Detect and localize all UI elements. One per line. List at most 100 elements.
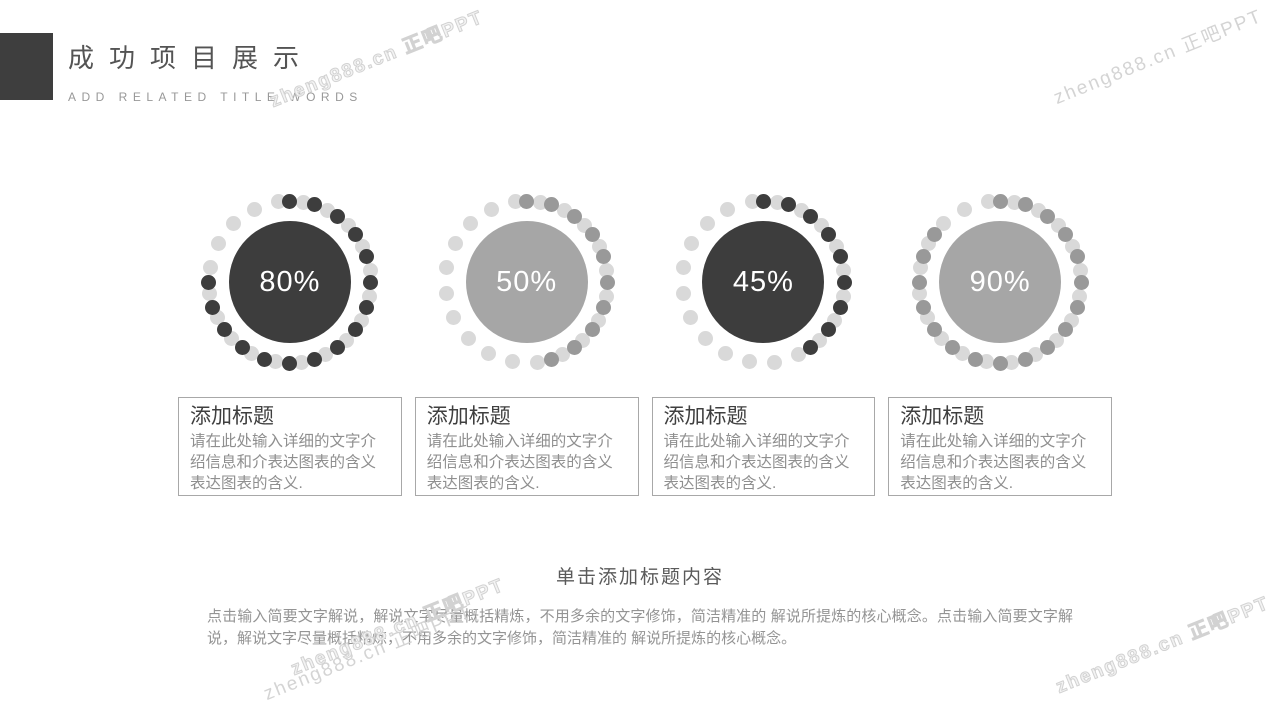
ring-dot bbox=[1017, 351, 1033, 367]
ring-dot bbox=[683, 310, 699, 325]
card-body: 请在此处输入详细的文字介绍信息和介表达图表的含义表达图表的含义. bbox=[190, 433, 377, 492]
percent-circle: 80% bbox=[228, 221, 351, 343]
stat-column: 80% 添加标题 请在此处输入详细的文字介绍信息和介表达图表的含义表达图表的含义… bbox=[178, 192, 402, 496]
ring-dot bbox=[821, 226, 837, 242]
percent-ring: 50% bbox=[437, 192, 617, 372]
ring-dot bbox=[438, 285, 454, 301]
ring-dot bbox=[596, 299, 612, 315]
ring-dot bbox=[1069, 249, 1085, 265]
ring-dot bbox=[744, 194, 760, 210]
card-title: 添加标题 bbox=[663, 405, 748, 428]
ring-dot bbox=[697, 330, 713, 346]
ring-dot bbox=[282, 193, 298, 209]
ring-dot bbox=[927, 226, 943, 242]
ring-dot bbox=[566, 340, 582, 356]
watermark-text: zheng888.cn 正吧PPT bbox=[1053, 592, 1274, 698]
percent-ring: 90% bbox=[910, 192, 1090, 372]
ring-dot bbox=[684, 236, 700, 252]
ring-dot bbox=[566, 208, 582, 224]
ring-dot bbox=[945, 340, 960, 356]
ring-dot bbox=[927, 322, 943, 338]
ring-dot bbox=[483, 201, 499, 217]
ring-dot bbox=[992, 355, 1008, 371]
ring-dot bbox=[234, 340, 250, 356]
ring-dot bbox=[481, 346, 497, 362]
ring-dot bbox=[246, 201, 262, 217]
ring-dot bbox=[596, 249, 612, 265]
slide-subtitle: ADD RELATED TITLE WORDS bbox=[68, 90, 363, 104]
ring-dot bbox=[717, 346, 733, 362]
caption-card: 添加标题 请在此处输入详细的文字介绍信息和介表达图表的含义表达图表的含义. bbox=[178, 397, 402, 496]
ring-dot bbox=[347, 322, 363, 338]
ring-dot bbox=[1072, 263, 1088, 279]
ring-dot bbox=[791, 347, 807, 363]
ring-dot bbox=[447, 236, 463, 252]
ring-dot bbox=[446, 310, 462, 325]
ring-dot bbox=[202, 285, 218, 301]
ring-dot bbox=[329, 340, 345, 356]
ring-dot bbox=[271, 194, 287, 210]
ring-dot bbox=[780, 197, 796, 213]
ring-dot bbox=[216, 322, 232, 338]
ring-dot bbox=[210, 236, 226, 252]
ring-dot bbox=[1073, 274, 1089, 290]
ring-dot bbox=[741, 354, 757, 370]
ring-dot bbox=[293, 354, 309, 370]
ring-dot bbox=[544, 197, 560, 213]
stat-column: 50% 添加标题 请在此处输入详细的文字介绍信息和介表达图表的含义表达图表的含义… bbox=[414, 192, 639, 496]
ring-dot bbox=[462, 216, 478, 232]
ring-dot bbox=[282, 355, 298, 371]
percent-circle: 45% bbox=[702, 221, 825, 343]
ring-dot bbox=[362, 263, 378, 279]
ring-dot bbox=[359, 299, 375, 315]
ring-dot bbox=[915, 249, 931, 265]
stats-row: 80% 添加标题 请在此处输入详细的文字介绍信息和介表达图表的含义表达图表的含义… bbox=[178, 192, 1112, 496]
ring-dot bbox=[439, 260, 455, 276]
caption-card: 添加标题 请在此处输入详细的文字介绍信息和介表达图表的含义表达图表的含义. bbox=[888, 397, 1112, 496]
card-body: 请在此处输入详细的文字介绍信息和介表达图表的含义表达图表的含义. bbox=[900, 433, 1087, 492]
ring-dot bbox=[836, 263, 852, 279]
ring-dot bbox=[268, 354, 284, 370]
ring-dot bbox=[363, 274, 379, 290]
ring-dot bbox=[803, 340, 819, 356]
slide-title: 成功项目展示 bbox=[68, 43, 315, 73]
ring-dot bbox=[347, 226, 363, 242]
ring-dot bbox=[226, 216, 242, 232]
ring-dot bbox=[530, 354, 546, 370]
ring-dot bbox=[803, 208, 819, 224]
ring-dot bbox=[307, 351, 323, 367]
card-title: 添加标题 bbox=[190, 405, 274, 428]
caption-card: 添加标题 请在此处输入详细的文字介绍信息和介表达图表的含义表达图表的含义. bbox=[414, 397, 639, 496]
ring-dot bbox=[307, 197, 323, 213]
percent-value: 50% bbox=[496, 265, 558, 298]
ring-dot bbox=[205, 299, 221, 315]
ring-dot bbox=[584, 322, 600, 338]
ring-dot bbox=[544, 351, 560, 367]
ring-dot bbox=[1040, 340, 1056, 356]
ring-dot bbox=[911, 274, 927, 290]
ring-dot bbox=[981, 194, 997, 210]
ring-dot bbox=[957, 201, 973, 217]
stat-column: 90% 添加标题 请在此处输入详细的文字介绍信息和介表达图表的含义表达图表的含义… bbox=[888, 192, 1112, 496]
ring-dot bbox=[912, 260, 928, 276]
percent-ring: 80% bbox=[200, 192, 380, 372]
ring-dot bbox=[915, 299, 931, 315]
card-title: 添加标题 bbox=[426, 405, 511, 428]
footer-body: 点击输入简要文字解说，解说文字尽量概括精炼，不用多余的文字修饰，简洁精准的 解说… bbox=[207, 608, 1073, 647]
percent-ring: 45% bbox=[673, 192, 853, 372]
accent-square bbox=[0, 33, 53, 100]
ring-dot bbox=[599, 263, 615, 279]
ring-dot bbox=[1069, 299, 1085, 315]
stat-column: 45% 添加标题 请在此处输入详细的文字介绍信息和介表达图表的含义表达图表的含义… bbox=[651, 192, 876, 496]
percent-circle: 50% bbox=[465, 221, 588, 343]
ring-dot bbox=[329, 208, 345, 224]
slide-header: 成功项目展示 ADD RELATED TITLE WORDS bbox=[68, 38, 363, 104]
ring-dot bbox=[1040, 208, 1056, 224]
ring-dot bbox=[720, 201, 736, 217]
ring-dot bbox=[675, 285, 691, 301]
percent-value: 80% bbox=[259, 265, 321, 298]
percent-circle: 90% bbox=[939, 221, 1062, 343]
ring-dot bbox=[201, 274, 217, 290]
ring-dot bbox=[992, 193, 1008, 209]
